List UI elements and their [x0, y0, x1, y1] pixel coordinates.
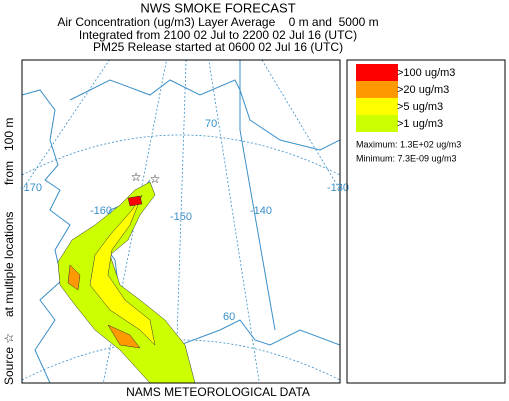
legend-swatch — [356, 64, 398, 81]
legend: Maximum: 1.3E+02 ug/m3 Minimum: 7.3E-09 … — [346, 59, 506, 384]
map: ☆ ☆ -170 -160 -150 -140 -130 70 60 — [20, 59, 349, 384]
side-label-part: at multiple locations — [2, 212, 16, 317]
legend-min: Minimum: 7.3E-09 ug/m3 — [356, 153, 457, 163]
legend-swatch — [356, 115, 398, 132]
source-star: ☆ — [150, 172, 161, 186]
legend-label: >100 ug/m3 — [397, 67, 455, 79]
map-label: -160 — [90, 205, 112, 217]
side-label-part: from 100 m — [2, 118, 16, 185]
map-label: 60 — [223, 311, 235, 323]
legend-max: Maximum: 1.3E+02 ug/m3 — [356, 139, 461, 149]
legend-label: >5 ug/m3 — [397, 101, 443, 113]
side-label-part: Source ☆ — [2, 333, 16, 385]
map-label: -150 — [170, 211, 192, 223]
legend-swatch — [356, 98, 398, 115]
legend-frame — [346, 59, 506, 384]
plume — [67, 264, 141, 349]
plume — [89, 194, 156, 346]
plume — [127, 195, 143, 207]
coastline — [22, 60, 340, 383]
legend-swatch — [356, 81, 398, 98]
side-label: Source ☆ at multiple locations from 100 … — [2, 118, 16, 385]
map-frame — [21, 59, 341, 384]
legend-label: >1 ug/m3 — [397, 118, 443, 130]
subtitle: Air Concentration (ug/m3) Layer Average … — [57, 15, 378, 29]
source-star: ☆ — [131, 170, 142, 184]
title: NWS SMOKE FORECAST — [140, 0, 295, 15]
subtitle: Integrated from 2100 02 Jul to 2200 02 J… — [79, 28, 357, 42]
map-label: -170 — [20, 182, 42, 194]
legend-label: >20 ug/m3 — [397, 84, 449, 96]
map-label: -140 — [250, 205, 272, 217]
map-label: 70 — [205, 118, 217, 130]
plume — [57, 181, 196, 383]
map-label: -130 — [327, 182, 349, 194]
subtitle: PM25 Release started at 0600 02 Jul 16 (… — [93, 40, 343, 54]
footer: NAMS METEOROLOGICAL DATA — [126, 385, 310, 399]
